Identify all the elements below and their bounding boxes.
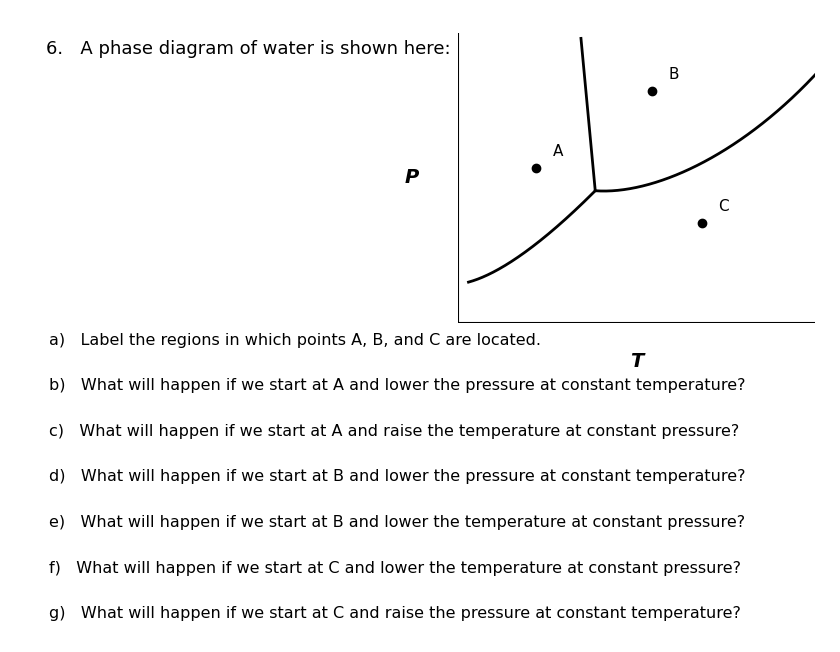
Text: a)   Label the regions in which points A, B, and C are located.: a) Label the regions in which points A, …	[49, 333, 541, 348]
Text: A: A	[553, 144, 563, 159]
Text: g)   What will happen if we start at C and raise the pressure at constant temper: g) What will happen if we start at C and…	[49, 606, 741, 621]
Text: T: T	[630, 352, 643, 371]
Text: B: B	[669, 67, 679, 82]
Text: c)   What will happen if we start at A and raise the temperature at constant pre: c) What will happen if we start at A and…	[49, 424, 739, 439]
Text: P: P	[404, 168, 418, 187]
Text: e)   What will happen if we start at B and lower the temperature at constant pre: e) What will happen if we start at B and…	[49, 515, 745, 530]
Text: C: C	[718, 199, 729, 214]
Text: 6.   A phase diagram of water is shown here:: 6. A phase diagram of water is shown her…	[46, 40, 451, 59]
Text: d)   What will happen if we start at B and lower the pressure at constant temper: d) What will happen if we start at B and…	[49, 469, 745, 484]
Text: f)   What will happen if we start at C and lower the temperature at constant pre: f) What will happen if we start at C and…	[49, 561, 741, 576]
Text: b)   What will happen if we start at A and lower the pressure at constant temper: b) What will happen if we start at A and…	[49, 378, 745, 393]
